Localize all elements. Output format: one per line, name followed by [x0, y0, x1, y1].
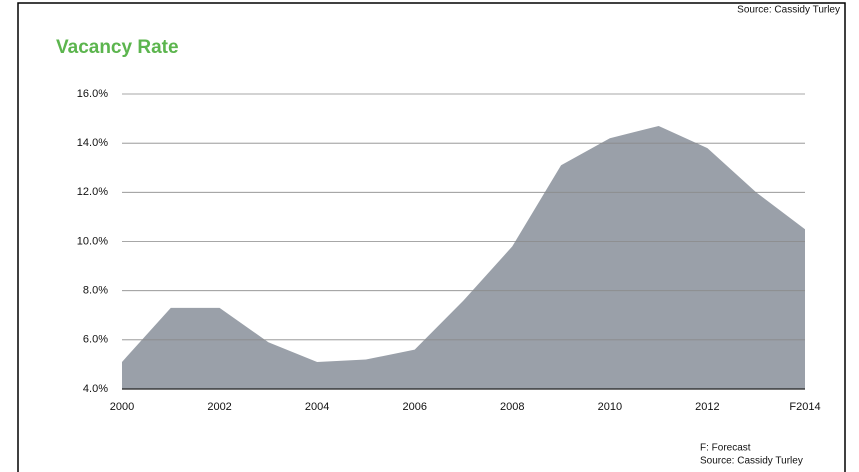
x-tick-label: 2004 — [305, 401, 329, 413]
y-tick-label: 14.0% — [77, 137, 108, 149]
y-tick-label: 10.0% — [77, 235, 108, 247]
frame — [17, 2, 846, 472]
x-tick-label: 2008 — [500, 401, 524, 413]
y-tick-label: 16.0% — [77, 88, 108, 100]
x-tick-label: 2010 — [598, 401, 622, 413]
source-top: Source: Cassidy Turley — [737, 5, 840, 16]
x-tick-label: 2000 — [110, 401, 134, 413]
y-tick-label: 4.0% — [83, 383, 108, 395]
x-tick-label: 2012 — [695, 401, 719, 413]
x-tick-label: 2002 — [207, 401, 231, 413]
area — [122, 125, 805, 389]
y-tick-label: 12.0% — [77, 186, 108, 198]
footnote: F: Forecast — [700, 443, 751, 454]
y-tick-label: 6.0% — [83, 334, 108, 346]
chart-title: Vacancy Rate — [56, 37, 179, 58]
y-tick-label: 8.0% — [83, 285, 108, 297]
source-bottom: Source: Cassidy Turley — [700, 456, 803, 467]
x-tick-label: F2014 — [789, 401, 820, 413]
x-tick-label: 2006 — [402, 401, 426, 413]
